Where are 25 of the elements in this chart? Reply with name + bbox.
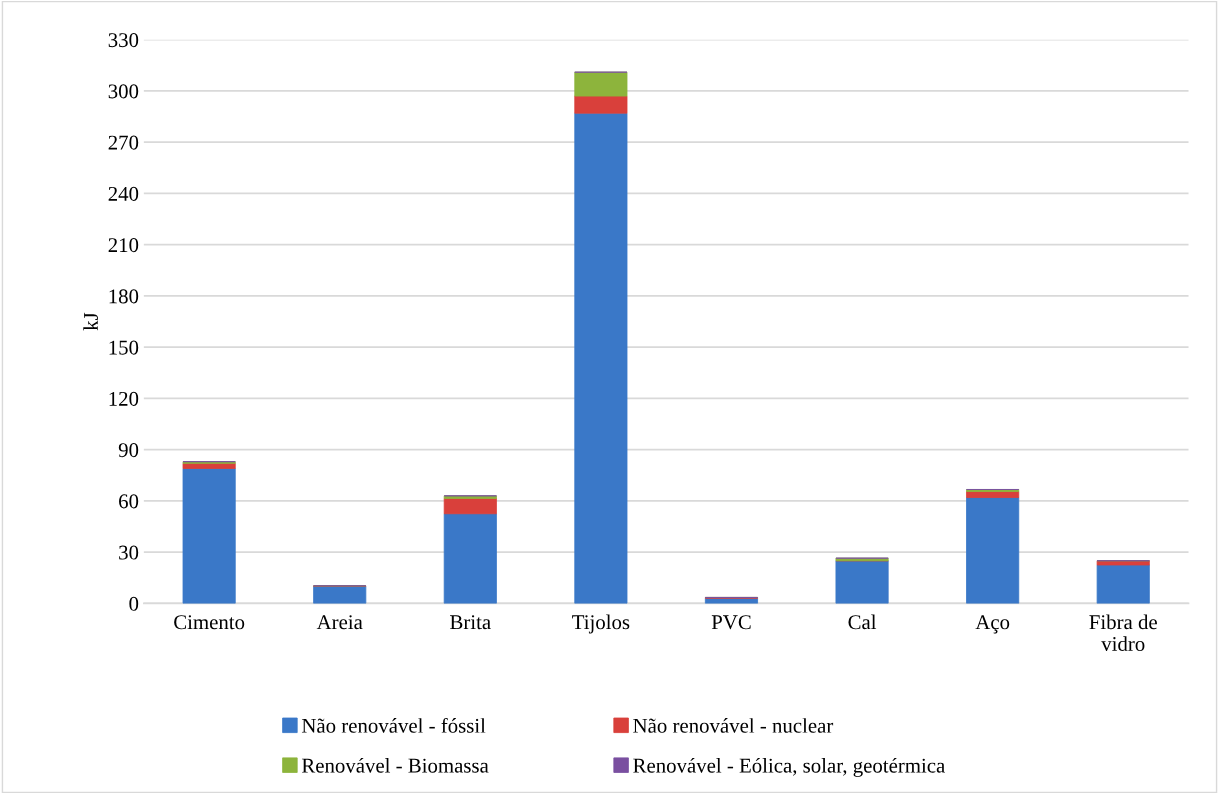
y-tick-label: 150 (109, 340, 139, 355)
x-tick-label: Areia (316, 615, 363, 630)
y-tick-label: 270 (108, 135, 139, 150)
y-tick-label: 180 (109, 289, 139, 304)
y-tick-label: 300 (108, 84, 139, 99)
y-axis-title: kJ (83, 312, 98, 331)
legend-label: Não renovável - nuclear (633, 718, 834, 733)
y-tick-label: 90 (118, 443, 139, 458)
x-tick-label: Cal (848, 614, 877, 630)
y-tick-label: 120 (109, 391, 139, 406)
x-tick-label: Tijolos (572, 614, 630, 634)
x-tick-label: Fibra de vidro (1089, 614, 1157, 651)
y-tick-label: 210 (108, 238, 139, 253)
x-tick-label: Cimento (174, 615, 245, 630)
x-tick-label: Brita (450, 615, 491, 630)
x-tick-label: PVC (711, 615, 751, 630)
y-tick-label: 240 (108, 186, 139, 201)
y-tick-label: 30 (119, 545, 139, 560)
y-tick-label: 60 (119, 494, 139, 509)
y-tick-label: 330 (108, 33, 139, 48)
legend-label: Renovável - Eólica, solar, geotérmica (633, 757, 945, 777)
x-tick-label: Aço (975, 615, 1010, 634)
legend-label: Renovável - Biomassa (301, 757, 489, 773)
legend-label: Não renovável - fóssil (301, 717, 486, 733)
y-tick-label: 0 (129, 596, 139, 611)
